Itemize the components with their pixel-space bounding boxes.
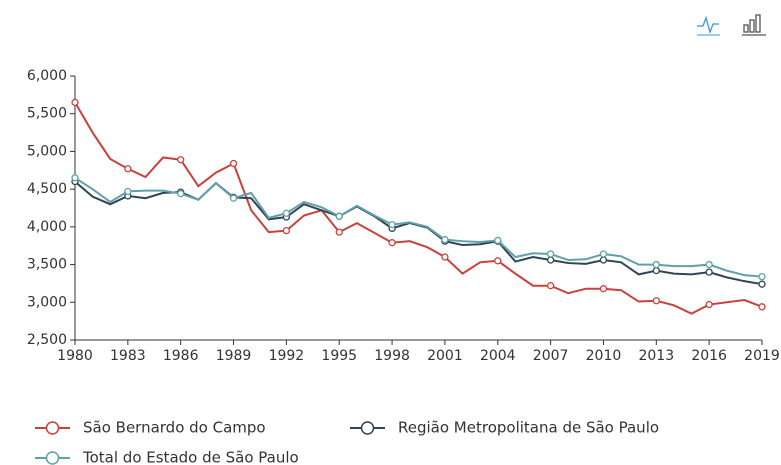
point <box>494 257 502 265</box>
x-tick-label: 2001 <box>427 348 463 364</box>
x-tick-label: 1998 <box>374 348 410 364</box>
point <box>177 190 185 198</box>
point <box>441 253 449 261</box>
x-tick-label: 2010 <box>586 348 622 364</box>
point <box>177 156 185 164</box>
legend-marker <box>45 421 60 435</box>
legend-marker <box>360 421 375 435</box>
legend-marker <box>45 451 60 465</box>
point <box>388 220 396 229</box>
point <box>388 239 396 247</box>
point <box>335 228 343 236</box>
line-toggle[interactable] <box>697 15 720 36</box>
x-tick-label: 2016 <box>691 348 727 364</box>
y-tick-label: 5,500 <box>27 106 67 122</box>
legend-label: São Bernardo do Campo <box>83 419 266 437</box>
x-tick-label: 1989 <box>216 348 252 364</box>
x-tick-label: 2007 <box>533 348 569 364</box>
point <box>229 159 238 168</box>
point <box>758 272 766 281</box>
series-line <box>74 101 763 315</box>
x-tick-label: 1983 <box>110 348 146 364</box>
point <box>758 280 766 288</box>
point <box>71 98 79 107</box>
y-tick-label: 6,000 <box>27 68 67 84</box>
point <box>599 285 608 293</box>
x-tick-label: 1992 <box>269 348 305 364</box>
series-line <box>74 176 763 278</box>
x-tick-label: 2013 <box>638 348 674 364</box>
point <box>705 300 713 309</box>
x-tick-label: 2019 <box>744 348 780 364</box>
point <box>758 303 766 311</box>
y-tick-label: 4,500 <box>27 181 67 197</box>
x-tick-label: 2004 <box>480 348 516 364</box>
point <box>71 174 79 182</box>
legend-label: Total do Estado de São Paulo <box>82 449 299 465</box>
point <box>546 256 555 264</box>
y-tick-label: 3,000 <box>27 294 67 310</box>
legend-label: Região Metropolitana de São Paulo <box>398 419 659 437</box>
x-tick-label: 1986 <box>163 348 199 364</box>
y-tick-label: 4,000 <box>27 219 67 235</box>
point <box>441 236 449 244</box>
point <box>229 194 238 202</box>
point <box>652 266 660 275</box>
point <box>652 297 660 305</box>
y-tick-label: 3,500 <box>27 257 67 273</box>
x-tick-label: 1995 <box>321 348 357 364</box>
point <box>282 209 291 217</box>
point <box>546 282 555 290</box>
point <box>652 260 660 269</box>
point <box>124 187 132 196</box>
point <box>705 268 713 276</box>
y-tick-label: 5,000 <box>27 143 67 159</box>
point <box>282 226 291 235</box>
point <box>124 165 132 173</box>
point <box>546 250 555 258</box>
point <box>335 212 343 220</box>
point <box>599 250 608 258</box>
y-tick-label: 2,500 <box>27 332 67 348</box>
bar-toggle[interactable] <box>742 14 766 36</box>
x-tick-label: 1980 <box>57 348 93 364</box>
point <box>705 260 713 269</box>
point <box>599 256 608 264</box>
point <box>494 236 502 245</box>
